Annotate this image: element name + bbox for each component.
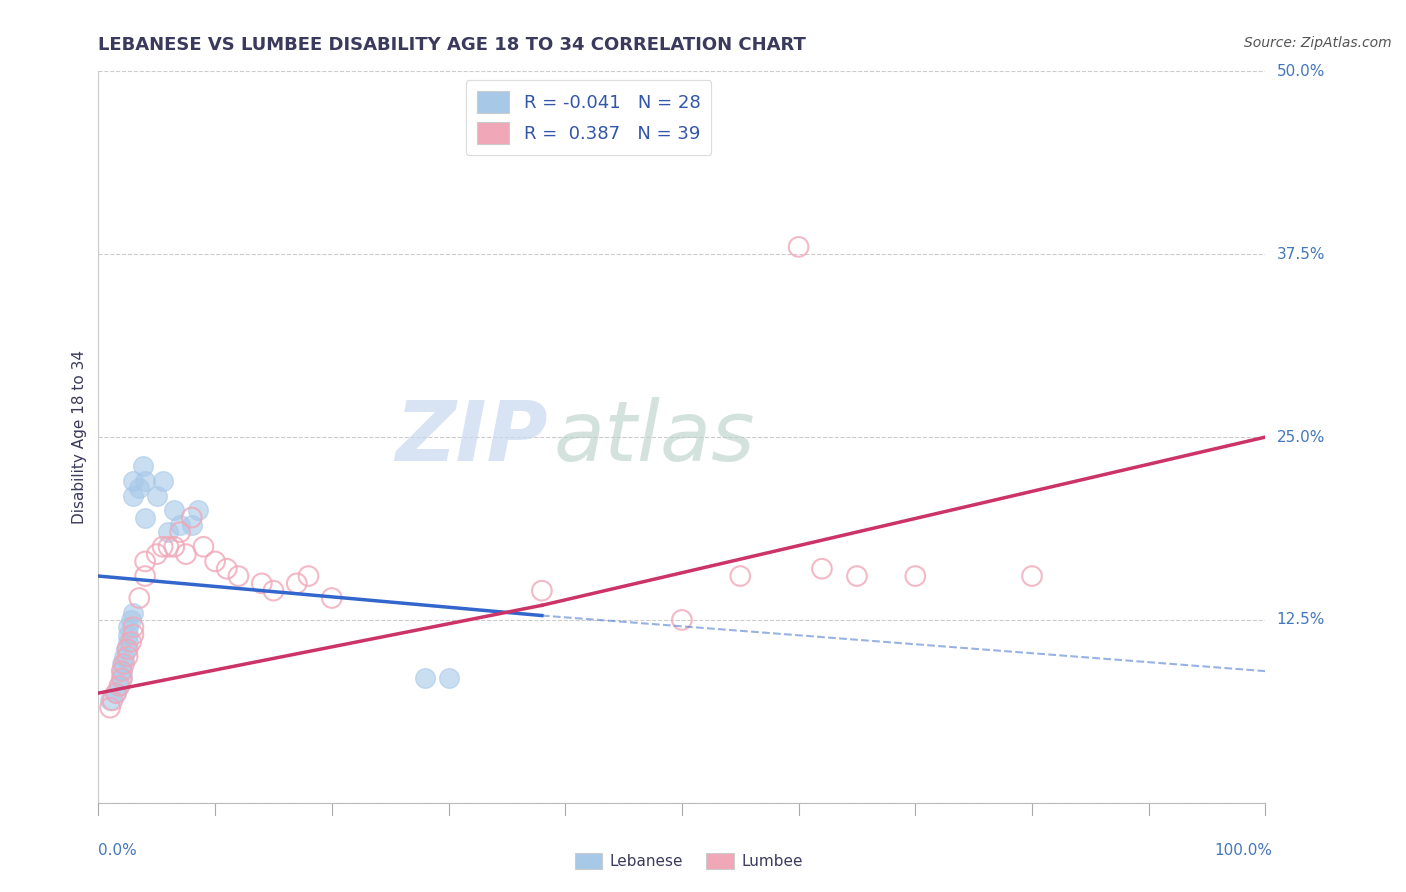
Point bbox=[904, 569, 927, 583]
Point bbox=[111, 672, 134, 686]
Point bbox=[297, 569, 319, 583]
Point bbox=[115, 642, 138, 657]
Point bbox=[157, 540, 180, 554]
Point bbox=[787, 240, 810, 254]
Point bbox=[122, 606, 145, 620]
Point bbox=[152, 540, 174, 554]
Point bbox=[120, 613, 142, 627]
Point bbox=[215, 562, 238, 576]
Point bbox=[180, 510, 202, 524]
Point bbox=[117, 627, 139, 641]
Point bbox=[845, 569, 868, 583]
Point bbox=[671, 613, 693, 627]
Point bbox=[117, 635, 139, 649]
Point bbox=[180, 517, 202, 532]
Point bbox=[122, 489, 145, 503]
Point bbox=[437, 672, 460, 686]
Point bbox=[128, 481, 150, 495]
Point bbox=[134, 474, 156, 488]
Point bbox=[98, 700, 121, 714]
Point bbox=[108, 679, 131, 693]
Point bbox=[250, 576, 273, 591]
Text: 100.0%: 100.0% bbox=[1215, 843, 1272, 858]
Point bbox=[134, 510, 156, 524]
Text: 12.5%: 12.5% bbox=[1277, 613, 1324, 627]
Point bbox=[811, 562, 834, 576]
Point bbox=[117, 649, 139, 664]
Point bbox=[285, 576, 308, 591]
Point bbox=[120, 635, 142, 649]
Text: LEBANESE VS LUMBEE DISABILITY AGE 18 TO 34 CORRELATION CHART: LEBANESE VS LUMBEE DISABILITY AGE 18 TO … bbox=[98, 36, 806, 54]
Point bbox=[134, 569, 156, 583]
Point bbox=[228, 569, 250, 583]
Point bbox=[104, 686, 127, 700]
Point bbox=[187, 503, 209, 517]
Text: 25.0%: 25.0% bbox=[1277, 430, 1324, 444]
Point bbox=[112, 657, 135, 671]
Text: 0.0%: 0.0% bbox=[98, 843, 138, 858]
Point bbox=[111, 664, 134, 678]
Point bbox=[101, 693, 124, 707]
Point bbox=[128, 591, 150, 605]
Legend: Lebanese, Lumbee: Lebanese, Lumbee bbox=[569, 847, 808, 875]
Text: 37.5%: 37.5% bbox=[1277, 247, 1324, 261]
Point bbox=[169, 525, 191, 540]
Point bbox=[117, 620, 139, 634]
Point bbox=[193, 540, 215, 554]
Point bbox=[146, 489, 169, 503]
Point bbox=[112, 649, 135, 664]
Point bbox=[530, 583, 553, 598]
Point bbox=[321, 591, 343, 605]
Point bbox=[111, 657, 134, 671]
Point bbox=[730, 569, 752, 583]
Point bbox=[152, 474, 174, 488]
Point bbox=[122, 627, 145, 641]
Point bbox=[169, 517, 191, 532]
Point bbox=[111, 672, 134, 686]
Point bbox=[132, 459, 155, 474]
Text: 50.0%: 50.0% bbox=[1277, 64, 1324, 78]
Point bbox=[163, 503, 186, 517]
Point bbox=[174, 547, 197, 561]
Point bbox=[204, 554, 226, 568]
Text: ZIP: ZIP bbox=[395, 397, 548, 477]
Point bbox=[122, 474, 145, 488]
Point bbox=[157, 525, 180, 540]
Point bbox=[134, 554, 156, 568]
Point bbox=[108, 679, 131, 693]
Point bbox=[117, 642, 139, 657]
Point bbox=[1021, 569, 1043, 583]
Point bbox=[163, 540, 186, 554]
Point bbox=[146, 547, 169, 561]
Point bbox=[104, 686, 127, 700]
Legend: R = -0.041   N = 28, R =  0.387   N = 39: R = -0.041 N = 28, R = 0.387 N = 39 bbox=[465, 80, 711, 155]
Y-axis label: Disability Age 18 to 34: Disability Age 18 to 34 bbox=[72, 350, 87, 524]
Point bbox=[122, 620, 145, 634]
Point bbox=[262, 583, 284, 598]
Point bbox=[413, 672, 436, 686]
Text: Source: ZipAtlas.com: Source: ZipAtlas.com bbox=[1244, 36, 1392, 50]
Point bbox=[98, 693, 121, 707]
Text: atlas: atlas bbox=[554, 397, 755, 477]
Point bbox=[111, 664, 134, 678]
